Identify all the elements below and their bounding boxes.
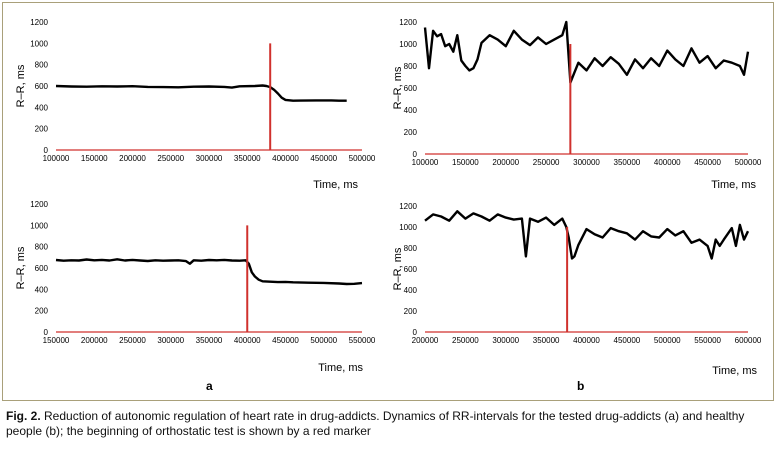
x-tick-label-a-top: 100000 [43,154,70,163]
y-tick-label-a-top: 800 [35,61,49,70]
rr-series-line-a-bottom [55,258,363,286]
y-tick-label-a-top: 1000 [30,39,48,48]
x-tick-label-b-top: 250000 [533,158,560,167]
y-tick-label-a-bottom: 400 [35,285,49,294]
x-tick-label-a-bottom: 500000 [310,336,337,345]
y-tick-label-b-bottom: 0 [413,328,418,337]
y-tick-label-b-bottom: 800 [404,244,418,253]
y-tick-label-a-bottom: 800 [35,243,49,252]
x-tick-label-a-bottom: 550000 [349,336,376,345]
y-tick-label-b-top: 600 [404,84,418,93]
caption-prefix: Fig. 2. [6,409,41,423]
x-tick-label-b-bottom: 250000 [452,336,479,345]
y-tick-label-b-top: 1000 [399,40,417,49]
y-tick-label-b-bottom: 600 [404,265,418,274]
y-tick-label-b-top: 400 [404,106,418,115]
rr-series-line-b-top [423,20,750,84]
y-tick-label-b-bottom: 200 [404,307,418,316]
y-tick-label-a-top: 0 [44,146,49,155]
x-axis-label-a-top: Time, ms [313,179,358,191]
x-tick-label-a-top: 250000 [157,154,184,163]
x-tick-label-b-top: 400000 [654,158,681,167]
y-tick-label-a-bottom: 1000 [30,221,48,230]
y-tick-label-a-top: 600 [35,82,49,91]
x-tick-label-a-bottom: 150000 [43,336,70,345]
y-tick-label-b-top: 800 [404,62,418,71]
y-tick-label-a-bottom: 200 [35,307,49,316]
panel-label-a: a [206,379,213,393]
caption-text: Reduction of autonomic regulation of hea… [6,409,745,438]
y-tick-label-a-bottom: 600 [35,264,49,273]
y-tick-label-a-top: 400 [35,103,49,112]
x-tick-label-b-bottom: 500000 [654,336,681,345]
figure-caption: Fig. 2. Reduction of autonomic regulatio… [6,409,772,439]
x-tick-label-a-bottom: 250000 [119,336,146,345]
x-tick-label-a-bottom: 200000 [81,336,108,345]
x-tick-label-a-top: 150000 [81,154,108,163]
x-tick-label-a-bottom: 350000 [196,336,223,345]
x-tick-label-a-top: 300000 [196,154,223,163]
x-tick-label-b-bottom: 200000 [412,336,439,345]
y-tick-label-a-top: 200 [35,125,49,134]
x-tick-label-b-top: 450000 [694,158,721,167]
y-tick-label-b-bottom: 1000 [399,223,417,232]
y-tick-label-b-bottom: 400 [404,286,418,295]
y-axis-label-b-top: R–R, ms [392,66,404,109]
x-tick-label-a-top: 350000 [234,154,261,163]
x-tick-label-b-bottom: 300000 [492,336,519,345]
y-tick-label-a-bottom: 1200 [30,200,48,209]
y-tick-label-b-top: 0 [413,150,418,159]
x-tick-label-a-top: 200000 [119,154,146,163]
y-tick-label-a-bottom: 0 [44,328,49,337]
x-tick-label-b-bottom: 400000 [573,336,600,345]
rr-series-line-b-bottom [424,210,750,260]
y-axis-label-a-bottom: R–R, ms [15,246,27,289]
x-tick-label-b-bottom: 550000 [694,336,721,345]
x-tick-label-a-top: 400000 [272,154,299,163]
y-axis-label-a-top: R–R, ms [15,64,27,107]
rr-series-line-a-top [55,84,347,102]
x-tick-label-a-top: 500000 [349,154,376,163]
x-tick-label-b-top: 150000 [452,158,479,167]
x-tick-label-b-top: 100000 [412,158,439,167]
figure-frame [2,2,774,401]
x-axis-label-a-bottom: Time, ms [318,362,363,374]
x-axis-label-b-top: Time, ms [711,179,756,191]
x-tick-label-b-top: 500000 [735,158,762,167]
y-tick-label-b-top: 1200 [399,18,417,27]
x-tick-label-b-top: 200000 [492,158,519,167]
panel-label-b: b [577,379,585,393]
x-tick-label-a-top: 450000 [310,154,337,163]
y-tick-label-a-top: 1200 [30,18,48,27]
y-axis-label-b-bottom: R–R, ms [392,247,404,290]
x-tick-label-b-bottom: 600000 [735,336,762,345]
y-tick-label-b-top: 200 [404,128,418,137]
x-tick-label-b-top: 350000 [614,158,641,167]
x-tick-label-b-top: 300000 [573,158,600,167]
x-tick-label-a-bottom: 300000 [157,336,184,345]
x-tick-label-b-bottom: 350000 [533,336,560,345]
y-tick-label-b-bottom: 1200 [399,202,417,211]
x-tick-label-a-bottom: 400000 [234,336,261,345]
x-axis-label-b-bottom: Time, ms [712,365,757,377]
x-tick-label-b-bottom: 450000 [614,336,641,345]
x-tick-label-a-bottom: 450000 [272,336,299,345]
